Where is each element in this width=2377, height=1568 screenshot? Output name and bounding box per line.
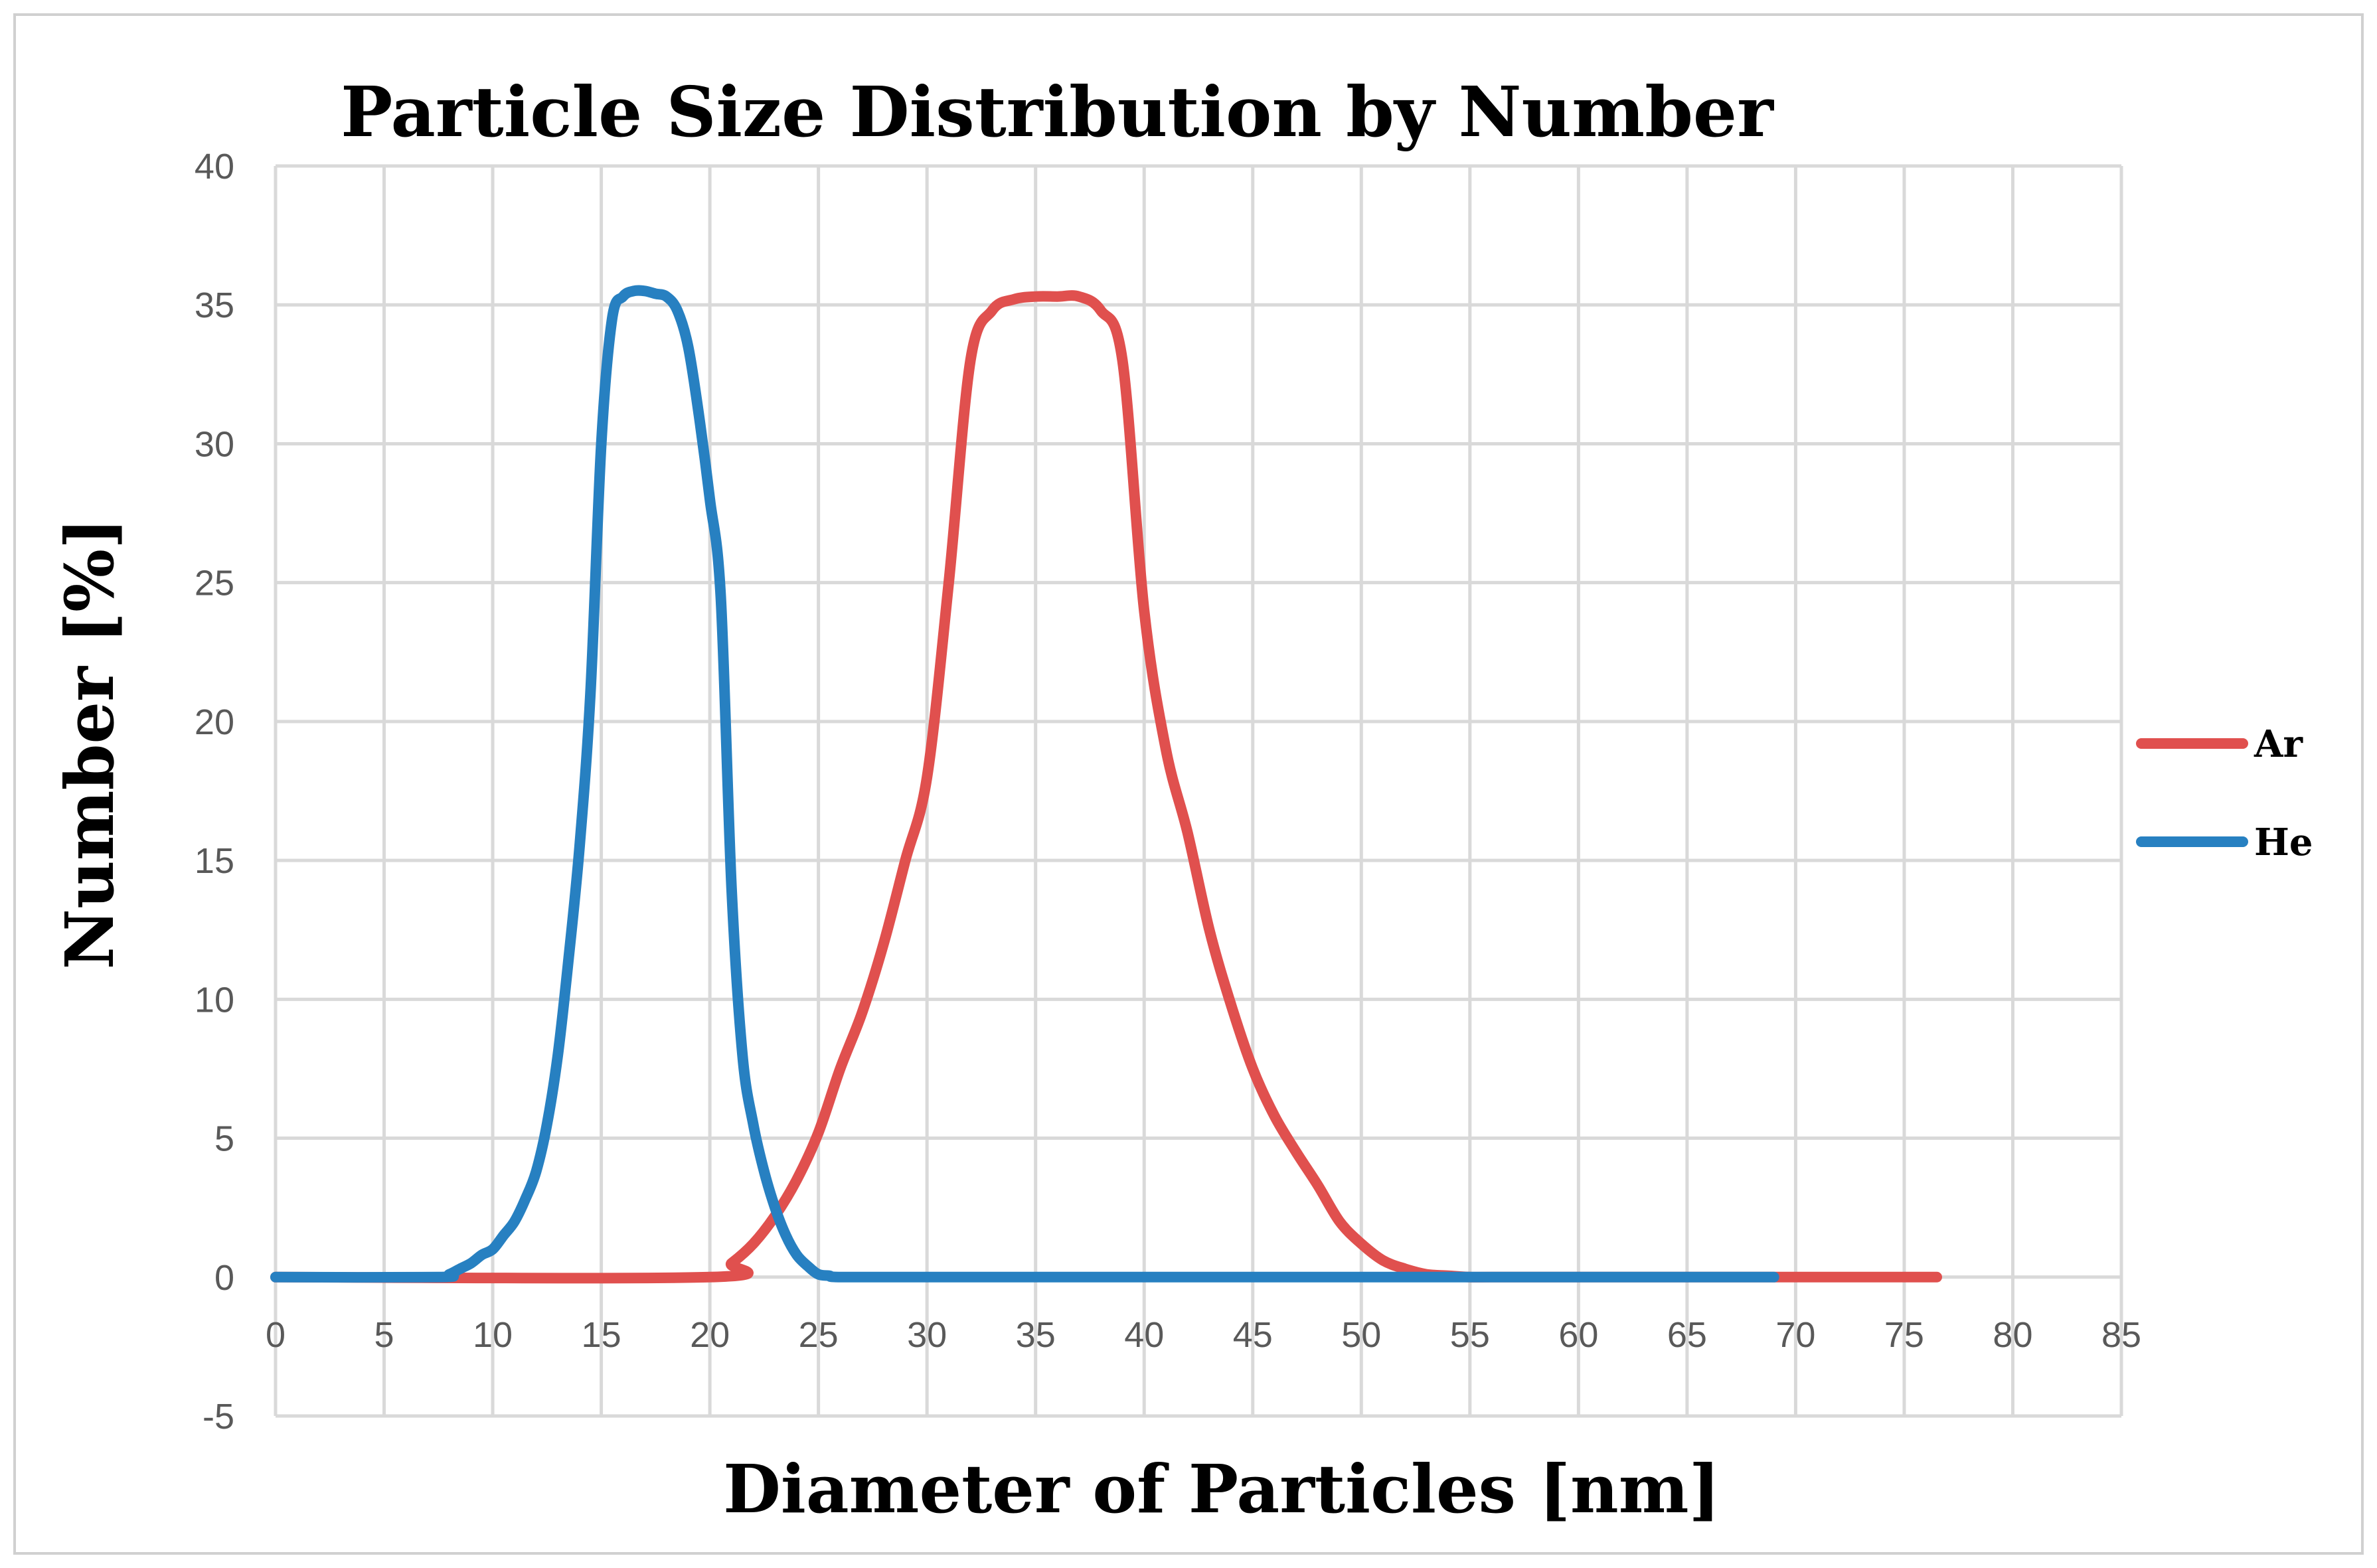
y-tick-label: 40	[195, 147, 234, 187]
x-tick-label: 20	[690, 1315, 730, 1355]
x-tick-label: 0	[266, 1315, 286, 1355]
x-tick-label: 30	[907, 1315, 947, 1355]
series-line-ar	[270, 290, 1942, 1284]
chart-title: Particle Size Distribution by Number	[341, 71, 1774, 153]
x-tick-label: 25	[799, 1315, 839, 1355]
y-tick-label: 25	[195, 564, 234, 603]
x-tick-label: 75	[1884, 1315, 1924, 1355]
legend: Ar He	[2136, 722, 2313, 864]
tick-labels: 0 5 10 15 20 25 30 35 40 45 50 55 60 65 70 75 80 85 -5 0 5 10…	[195, 147, 2141, 1437]
x-tick-label: 40	[1124, 1315, 1164, 1355]
x-tick-label: 45	[1233, 1315, 1273, 1355]
chart-frame	[13, 13, 2364, 1555]
x-tick-label: 60	[1558, 1315, 1598, 1355]
x-tick-label: 55	[1450, 1315, 1490, 1355]
y-tick-label: 0	[214, 1258, 234, 1298]
y-tick-label: -5	[203, 1397, 234, 1437]
x-tick-label: 80	[1993, 1315, 2032, 1355]
x-axis-label: Diameter of Particles [nm]	[723, 1450, 1720, 1528]
y-tick-label: 30	[195, 424, 234, 464]
x-tick-label: 35	[1016, 1315, 1056, 1355]
x-tick-label: 70	[1775, 1315, 1815, 1355]
y-tick-label: 15	[195, 841, 234, 881]
y-tick-label: 5	[214, 1119, 234, 1159]
y-tick-label: 35	[195, 285, 234, 325]
y-axis-label: Number [%]	[50, 518, 129, 970]
legend-label-ar: Ar	[2254, 722, 2303, 766]
x-tick-label: 50	[1341, 1315, 1381, 1355]
legend-label-he: He	[2254, 821, 2313, 864]
x-tick-label: 85	[2101, 1315, 2141, 1355]
x-tick-label: 10	[473, 1315, 513, 1355]
x-tick-label: 5	[374, 1315, 394, 1355]
x-tick-label: 15	[582, 1315, 621, 1355]
grid-lines	[274, 164, 2123, 1418]
y-tick-label: 20	[195, 702, 234, 742]
y-tick-label: 10	[195, 980, 234, 1020]
x-tick-label: 65	[1667, 1315, 1707, 1355]
series-line-he	[270, 285, 1779, 1283]
series-lines	[270, 285, 1942, 1284]
